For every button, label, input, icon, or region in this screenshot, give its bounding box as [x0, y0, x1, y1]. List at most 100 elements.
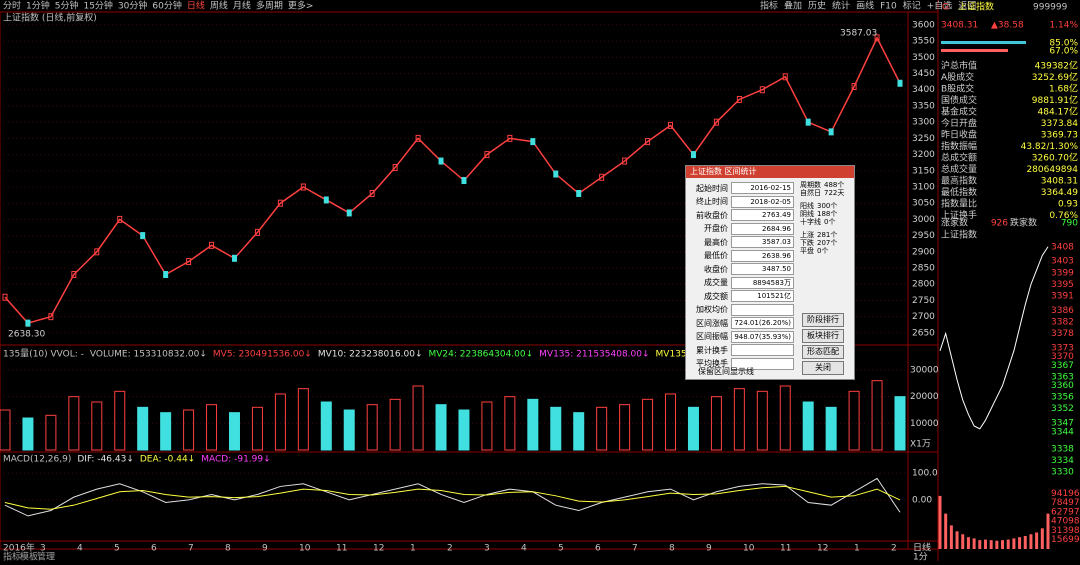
dialog-button[interactable]: 关闭	[802, 361, 844, 375]
quote-label: B股成交	[941, 83, 974, 95]
y-tick-label: 2900	[912, 247, 935, 257]
y-tick-label: 3500	[912, 53, 935, 63]
macd-dea-line	[4, 485, 901, 510]
dialog-row: 最高价 3587.03	[690, 236, 794, 248]
period-tab[interactable]: 15分钟	[83, 0, 112, 12]
field-value: 724.01(26.20%)	[731, 317, 794, 329]
candle	[645, 138, 651, 146]
stat-label: 阴线	[800, 210, 814, 218]
candle	[576, 189, 582, 197]
intraday-volume	[938, 495, 942, 549]
date-label: 5	[114, 544, 120, 554]
tool-button[interactable]: 返回	[958, 0, 976, 12]
bottom-tab[interactable]: 模板	[20, 551, 38, 563]
date-label: 2016年	[3, 542, 35, 554]
y-tick-label: 31398	[1051, 526, 1080, 536]
intraday-volume	[1006, 539, 1010, 549]
intraday-volume	[949, 525, 953, 549]
quote-code: 999999	[1033, 3, 1068, 13]
period-tab[interactable]: 5分钟	[55, 0, 79, 12]
tool-button[interactable]: +自选	[927, 0, 953, 12]
date-label: 8	[225, 544, 231, 554]
period-tab[interactable]: 周线	[210, 0, 228, 12]
quote-value: 3369.73	[1041, 131, 1078, 141]
tool-button[interactable]: 叠加	[784, 1, 802, 12]
stat-label: 周期数	[800, 181, 821, 189]
volume-bar	[435, 404, 447, 451]
candle	[828, 128, 834, 136]
period-tab[interactable]: 日线	[187, 0, 205, 12]
candle	[369, 189, 375, 197]
dialog-stat: 自然日 722天	[800, 189, 847, 197]
candle	[186, 258, 192, 266]
tool-button[interactable]: 历史	[808, 0, 826, 12]
field-label: 最高价	[704, 237, 728, 247]
candle	[438, 157, 444, 165]
period-tab[interactable]: 月线	[233, 0, 251, 12]
chart-title: 上证指数 (日线,前复权)	[3, 12, 97, 24]
period-tab[interactable]: 更多>	[288, 0, 314, 12]
tool-button[interactable]: 指标	[760, 0, 778, 12]
field-value: 2638.96	[731, 249, 794, 262]
y-tick-label: 3000	[912, 215, 935, 225]
candle	[25, 319, 31, 327]
y-tick-label: 0.00	[912, 495, 932, 505]
dialog-row: 收盘价 3487.50	[690, 263, 794, 275]
period-label: 1分	[913, 552, 928, 562]
y-tick-label: 3367	[1051, 361, 1074, 371]
volume-header: MV135: 211535408.00↓	[539, 350, 649, 360]
volume-bar	[320, 401, 332, 451]
quote-value: 3408.31	[1041, 177, 1078, 187]
quote-label: 昨日收盘	[941, 129, 977, 141]
period-tab[interactable]: 30分钟	[118, 0, 147, 12]
candle	[759, 86, 765, 94]
y-tick-label: 3399	[1051, 268, 1074, 278]
volume-bar	[68, 396, 80, 451]
dialog-button[interactable]: 阶段排行	[802, 313, 844, 327]
bottom-tab[interactable]: 指标	[3, 551, 21, 563]
candle	[300, 183, 306, 191]
y-tick-label: 3100	[912, 182, 935, 192]
macd-dif-line	[4, 477, 901, 517]
quote-price: 3408.31	[941, 21, 978, 31]
tool-button[interactable]: 标记	[903, 0, 921, 12]
volume-bar	[206, 404, 218, 451]
tool-button[interactable]: 统计	[832, 0, 850, 12]
y-tick-label: 2700	[912, 312, 935, 322]
volume-bar	[251, 406, 263, 451]
period-tab[interactable]: 多周期	[256, 0, 283, 12]
dialog-stat: 下跌 207个	[800, 239, 840, 247]
volume-bar	[481, 401, 493, 451]
quote-label: 最低指数	[941, 186, 977, 198]
price-line	[4, 36, 901, 324]
ratio-bar	[941, 49, 1008, 52]
y-tick-label: 100.0	[912, 469, 938, 479]
y-tick-label: 94196	[1051, 489, 1080, 499]
bottom-tab[interactable]: 管理	[37, 551, 55, 563]
candle	[851, 83, 857, 91]
date-label: 1	[854, 544, 860, 554]
y-tick-label: 3150	[912, 166, 935, 176]
quote-label: 沪总市值	[941, 60, 977, 72]
tool-button[interactable]: F10	[880, 2, 897, 12]
tool-button[interactable]: 画线	[856, 0, 874, 12]
intraday-volume	[1046, 513, 1050, 549]
date-label: 7	[188, 544, 194, 554]
quote-label: 总成交量	[941, 163, 977, 175]
stat-value: 0个	[817, 247, 829, 255]
dialog-button[interactable]: 板块排行	[802, 329, 844, 343]
stat-label: 下跌	[800, 239, 814, 247]
candle	[805, 118, 811, 126]
dialog-row: 终止时间 2018-02-05	[690, 195, 794, 208]
y-tick-label: 3356	[1051, 393, 1074, 403]
dialog-button[interactable]: 形态匹配	[802, 345, 844, 359]
dialog-row: 最低价 2638.96	[690, 249, 794, 262]
ratio-label: 67.0%	[1049, 47, 1078, 57]
volume-bar	[710, 396, 722, 451]
dialog-stat: 上涨 281个	[800, 231, 840, 239]
period-tab[interactable]: 1分钟	[26, 0, 50, 12]
stat-value: 0个	[824, 218, 836, 226]
period-tab[interactable]: 60分钟	[152, 0, 181, 12]
period-tab[interactable]: 分时	[3, 0, 21, 12]
